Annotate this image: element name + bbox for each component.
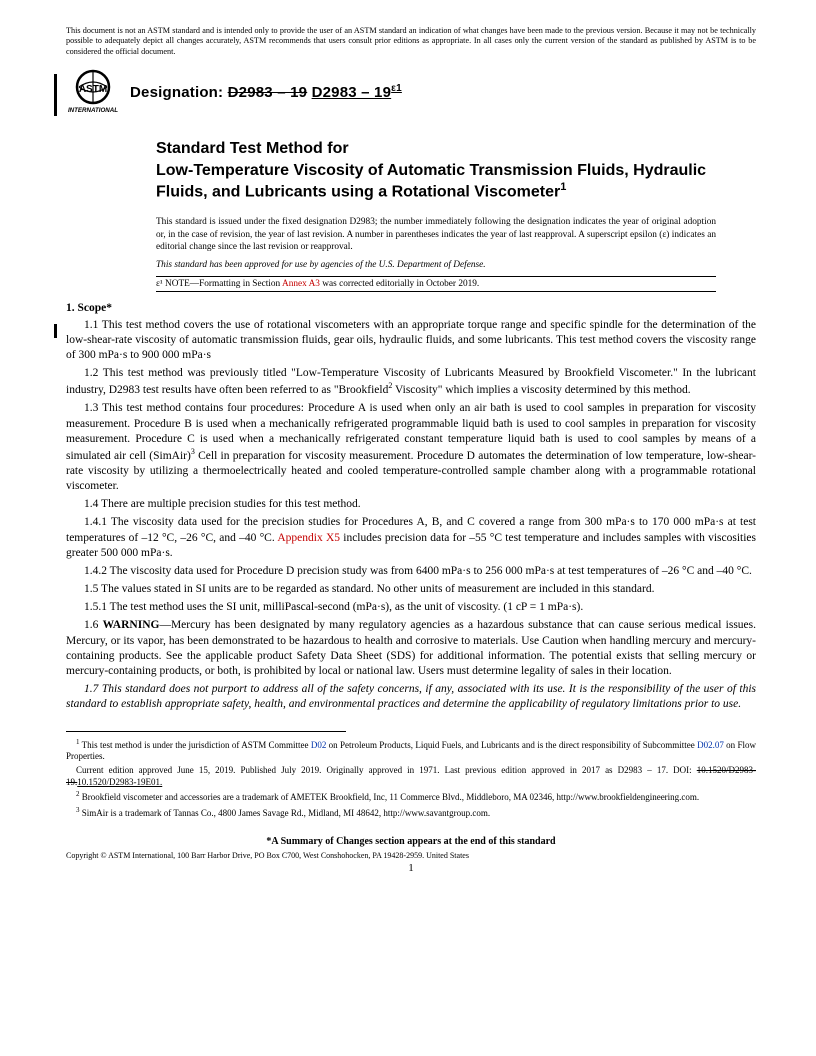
- para-1-1: 1.1 This test method covers the use of r…: [66, 318, 756, 364]
- para-1-7-text: 1.7 This standard does not purport to ad…: [66, 683, 756, 710]
- note-suffix: was corrected editorially in October 201…: [320, 279, 479, 289]
- fn1-link-d02[interactable]: D02: [311, 740, 327, 750]
- designation-line: Designation: D2983 – 19 D2983 – 19ε1: [130, 83, 402, 101]
- issuance-paragraph: This standard is issued under the fixed …: [156, 216, 716, 254]
- para-1-2-b: Viscosity" which implies a viscosity det…: [392, 384, 690, 396]
- para-1-4-2: 1.4.2 The viscosity data used for Proced…: [66, 564, 756, 579]
- para-1-4: 1.4 There are multiple precision studies…: [66, 497, 756, 512]
- footnote-2: 2 Brookfield viscometer and accessories …: [66, 790, 756, 804]
- dod-approval: This standard has been approved for use …: [156, 260, 756, 270]
- astm-logo: ASTM INTERNATIONAL: [66, 69, 120, 115]
- copyright-line: Copyright © ASTM International, 100 Barr…: [66, 851, 756, 860]
- para-1-7: 1.7 This standard does not purport to ad…: [66, 682, 756, 712]
- para-1-6-body: —Mercury has been designated by many reg…: [66, 619, 756, 677]
- header-row: ASTM INTERNATIONAL Designation: D2983 – …: [66, 69, 756, 115]
- para-1-4-1: 1.4.1 The viscosity data used for the pr…: [66, 515, 756, 561]
- para-1-5: 1.5 The values stated in SI units are to…: [66, 582, 756, 597]
- scope-heading: 1. Scope*: [66, 302, 756, 314]
- change-bar: [54, 324, 57, 338]
- designation-label: Designation:: [130, 84, 223, 101]
- fn1-edition-text: Current edition approved June 15, 2019. …: [76, 765, 697, 775]
- footnotes-rule: [66, 731, 346, 736]
- footnote-1-edition: Current edition approved June 15, 2019. …: [66, 765, 756, 788]
- fn1-b: on Petroleum Products, Liquid Fuels, and…: [326, 740, 697, 750]
- fn1-a: This test method is under the jurisdicti…: [80, 740, 311, 750]
- title-block: Standard Test Method for Low-Temperature…: [156, 139, 716, 202]
- warning-label: WARNING: [103, 619, 160, 631]
- designation-old: D2983 – 19: [228, 84, 308, 101]
- title-prefix: Standard Test Method for: [156, 139, 716, 159]
- fn2-text: Brookfield viscometer and accessories ar…: [80, 792, 700, 802]
- designation-new: D2983 – 19: [312, 84, 392, 101]
- appendix-x5-link[interactable]: Appendix X5: [277, 532, 340, 544]
- footnote-1: 1 This test method is under the jurisdic…: [66, 738, 756, 763]
- document-page: This document is not an ASTM standard an…: [0, 0, 816, 894]
- footnote-3: 3 SimAir is a trademark of Tannas Co., 4…: [66, 806, 756, 820]
- para-1-6: 1.6 WARNING—Mercury has been designated …: [66, 618, 756, 679]
- para-1-2: 1.2 This test method was previously titl…: [66, 366, 756, 398]
- summary-changes-line: *A Summary of Changes section appears at…: [66, 836, 756, 847]
- note-prefix: ε¹ NOTE—Formatting in Section: [156, 279, 282, 289]
- fn1-doi-new: 10.1520/D2983-19E01.: [77, 777, 162, 787]
- svg-text:INTERNATIONAL: INTERNATIONAL: [68, 107, 118, 114]
- para-1-5-1: 1.5.1 The test method uses the SI unit, …: [66, 600, 756, 615]
- designation-epsilon: ε1: [391, 83, 402, 94]
- editorial-note: ε¹ NOTE—Formatting in Section Annex A3 w…: [156, 276, 716, 292]
- note-link[interactable]: Annex A3: [282, 279, 320, 289]
- disclaimer-text: This document is not an ASTM standard an…: [66, 26, 756, 57]
- title-main: Low-Temperature Viscosity of Automatic T…: [156, 162, 706, 200]
- page-number: 1: [66, 862, 756, 874]
- fn3-text: SimAir is a trademark of Tannas Co., 480…: [80, 808, 491, 818]
- title-footnote-ref: 1: [560, 181, 566, 193]
- svg-text:ASTM: ASTM: [79, 84, 107, 95]
- para-1-6-num: 1.6: [84, 619, 103, 631]
- change-bar: [54, 74, 57, 116]
- fn1-link-d0207[interactable]: D02.07: [697, 740, 724, 750]
- para-1-3: 1.3 This test method contains four proce…: [66, 401, 756, 494]
